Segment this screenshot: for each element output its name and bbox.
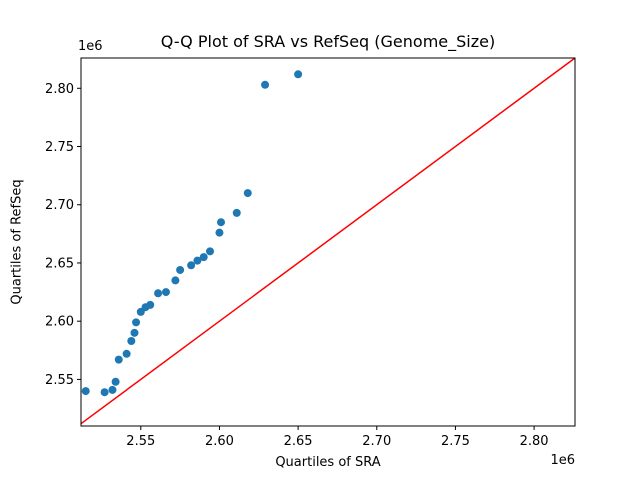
scatter-point [243, 189, 252, 198]
reference-line [80, 57, 576, 425]
scatter-point [217, 218, 226, 227]
scatter-point [176, 265, 185, 274]
y-tick-label: 2.75 [45, 140, 74, 155]
y-tick-label: 2.80 [45, 82, 74, 97]
y-tick-label: 2.65 [45, 256, 74, 271]
chart-title: Q-Q Plot of SRA vs RefSeq (Genome_Size) [160, 32, 496, 51]
scatter-point [146, 300, 155, 309]
scatter-point [132, 318, 141, 327]
y-axis-label: Quartiles of RefSeq [9, 179, 25, 305]
x-tick-label: 2.70 [362, 434, 391, 449]
scatter-point [130, 328, 139, 337]
x-axis-label: Quartiles of SRA [275, 455, 381, 470]
x-tick-label: 2.80 [520, 434, 549, 449]
x-tick-label: 2.75 [441, 434, 470, 449]
scatter-point [100, 388, 109, 397]
scatter-point [114, 355, 123, 364]
scatter-point [81, 387, 90, 396]
scatter-point [261, 80, 270, 89]
scatter-point [122, 349, 131, 358]
scatter-point [294, 70, 303, 79]
x-tick-label: 2.65 [284, 434, 313, 449]
x-axis-offset-label: 1e6 [550, 453, 575, 468]
scatter-point [193, 256, 202, 265]
y-axis-offset-label: 1e6 [78, 39, 103, 54]
scatter-point [215, 228, 224, 237]
y-tick-label: 2.70 [45, 198, 74, 213]
scatter-point [111, 377, 120, 386]
y-tick-label: 2.60 [45, 315, 74, 330]
scatter-point [206, 247, 215, 256]
scatter-point [127, 336, 136, 345]
scatter-point [154, 289, 163, 298]
scatter-point [161, 288, 170, 297]
x-tick-label: 2.55 [126, 434, 155, 449]
scatter-point [199, 253, 208, 262]
scatter-point [171, 276, 180, 285]
x-tick-label: 2.60 [205, 434, 234, 449]
scatter-point [232, 208, 241, 217]
scatter-point [108, 385, 117, 394]
y-tick-label: 2.55 [45, 373, 74, 388]
scatter-point [187, 261, 196, 270]
axes-box [80, 57, 576, 427]
